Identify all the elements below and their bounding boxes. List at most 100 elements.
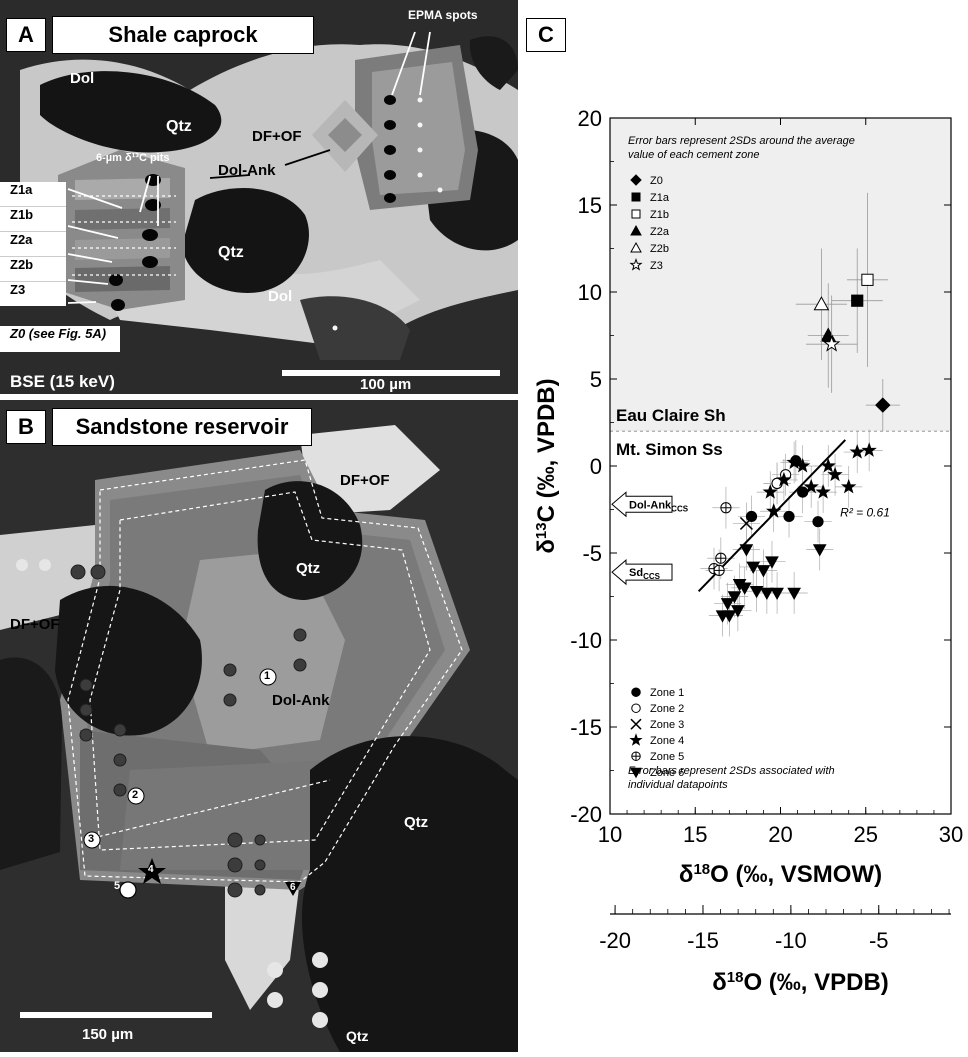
data-point-zone-4-shape (786, 454, 802, 470)
data-point-zone-4-shape (827, 466, 843, 482)
dolomite-crystal-right (312, 45, 478, 210)
data-point-zone-5 (720, 502, 732, 514)
legend-bottom-marker (631, 751, 641, 761)
x-tick-label: 15 (683, 822, 707, 847)
panel-c-letter: C (526, 18, 566, 52)
legend-bottom-marker (630, 718, 642, 730)
legend-top-marker-shape (630, 241, 642, 253)
legend-top-label: Z3 (650, 260, 663, 272)
x-tick-label: 20 (768, 822, 792, 847)
panel-a-title: Shale caprock (52, 16, 314, 54)
note-bottom: Error bars represent 2SDs associated wit… (628, 765, 835, 791)
label-dol-bottom: Dol (268, 288, 293, 305)
data-point-zone-6-shape (739, 544, 754, 557)
legend-bottom-label: Zone 1 (650, 687, 684, 699)
data-point-zone-6 (727, 591, 742, 604)
label-df-of-1: DF+OF (340, 472, 390, 489)
data-point-zone-3 (739, 516, 753, 530)
label-dol-top: Dol (70, 70, 95, 87)
ccs-arrow (611, 559, 673, 586)
r-squared-label: R² = 0.61 (840, 505, 890, 519)
data-point-zone-4-shape (861, 442, 877, 457)
data-point-zone-4 (776, 471, 792, 487)
legend-bottom-marker (630, 767, 642, 779)
data-point-zone-6-shape (720, 598, 735, 611)
zone-label: Z1a (0, 182, 66, 207)
data-point-zone-6-shape (749, 585, 764, 599)
secondary-x-tick-label: -5 (869, 928, 889, 953)
bse-label: BSE (15 keV) (10, 372, 115, 391)
data-point-zone-1-shape (812, 516, 824, 528)
caprock-point-z1b (861, 273, 874, 286)
legend-bottom-marker-shape (631, 687, 641, 697)
legend-top-label: Z1a (650, 192, 670, 204)
data-point-zone-6-shape (760, 587, 774, 601)
y-tick-label: 15 (578, 193, 602, 218)
caprock-point-z0 (875, 397, 891, 413)
qtz-grain (55, 585, 202, 736)
data-point-zone-6-shape (727, 591, 742, 604)
data-point-zone-6 (746, 561, 761, 574)
marker-label: 6 (290, 882, 296, 893)
shaded-region (610, 118, 951, 432)
legend-top-marker (630, 241, 642, 253)
z0-note-text: Z0 (see Fig. 5A) (10, 326, 107, 341)
z0-note: Z0 (see Fig. 5A) (0, 326, 120, 352)
panel-b: B Sandstone reservoir DF+OF DF+OF Qtz Qt… (0, 400, 518, 1052)
secondary-x-tick-label: -15 (687, 928, 719, 953)
legend-top-marker-shape (630, 224, 642, 236)
qtz-grain (40, 71, 222, 153)
panel-a-letter: A (6, 18, 46, 52)
marker-label: 3 (88, 833, 95, 845)
data-point-zone-3-stroke (739, 516, 753, 530)
ccs-arrow-label: Dol-AnkCCS (629, 499, 689, 513)
x-axis-title: δ18O (‰, VSMOW) (679, 861, 882, 888)
data-point-zone-1 (745, 510, 758, 523)
data-point-zone-6 (756, 565, 771, 578)
ccs-arrow (611, 491, 673, 518)
data-point-zone-1-shape (745, 510, 758, 523)
label-qtz-b2: Qtz (404, 814, 429, 831)
analysis-markers (83, 668, 301, 899)
legend-top-marker-shape (630, 174, 642, 186)
data-point-zone-6 (760, 587, 774, 601)
data-point-zone-4 (849, 444, 865, 459)
data-point-zone-6-shape (756, 565, 771, 578)
label-df-of: DF+OF (252, 128, 302, 145)
data-point-zone-6-shape (770, 587, 784, 601)
legend-top-marker (631, 192, 641, 202)
caprock-point-z1a (851, 294, 864, 307)
region-upper-label: Eau Claire Sh (616, 406, 726, 425)
scale-label-a: 100 µm (360, 376, 412, 393)
data-point-zone-4 (815, 484, 831, 499)
marker-label: 4 (148, 864, 154, 875)
scale-bar (282, 370, 500, 376)
panel-a-micrograph (0, 0, 518, 394)
data-point-zone-4-shape (762, 484, 778, 499)
caprock-point-z3 (822, 335, 841, 352)
data-point-zone-6 (720, 598, 735, 611)
legend-bottom-label: Zone 2 (650, 703, 684, 715)
data-point-zone-6-shape (765, 556, 779, 569)
label-df-of-2: DF+OF (10, 616, 60, 633)
legend-bottom-marker-stroke (630, 718, 642, 730)
label-dol-ank-b: Dol-Ank (272, 692, 330, 709)
data-point-zone-4-shape (794, 457, 811, 473)
label-pits: 6-µm δ¹³C pits (96, 152, 170, 164)
qtz-grain (182, 188, 309, 293)
caprock-point-z3-shape (822, 335, 841, 352)
marker-label: 1 (264, 670, 271, 682)
legend-bottom-label: Zone 6 (650, 767, 684, 779)
label-qtz-b1: Qtz (296, 560, 321, 577)
secondary-x-tick-label: -10 (775, 928, 807, 953)
data-point-zone-6 (737, 582, 752, 595)
legend-bottom-label: Zone 5 (650, 751, 684, 763)
data-point-zone-6 (770, 587, 784, 601)
marker-label: 5 (114, 880, 121, 892)
dolomite-crystal-left (58, 150, 185, 310)
data-point-zone-6-shape (715, 610, 730, 623)
legend-bottom-marker (631, 687, 641, 697)
y-tick-label: 10 (578, 280, 602, 305)
y-tick-label: -15 (570, 715, 602, 740)
data-point-zone-4 (803, 478, 819, 494)
